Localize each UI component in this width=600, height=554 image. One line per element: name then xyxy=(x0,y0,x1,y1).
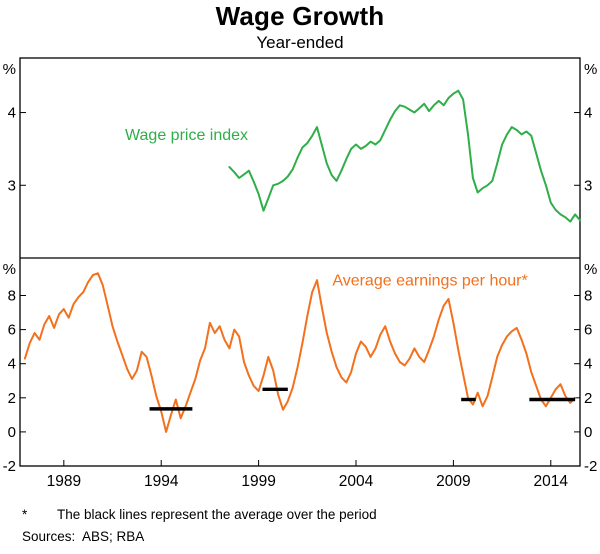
y-tick-label: 8 xyxy=(584,288,592,305)
series-line-aeph xyxy=(23,272,577,433)
plot-border xyxy=(19,57,581,467)
chart-footnote: * The black lines represent the average … xyxy=(0,507,600,525)
footnote-text: The black lines represent the average ov… xyxy=(57,507,377,522)
x-tick-label: 2004 xyxy=(339,473,374,490)
y-tick-label: 4 xyxy=(8,105,16,122)
chart-subtitle: Year-ended xyxy=(256,33,344,52)
x-tick-label: 2014 xyxy=(534,473,569,490)
y-tick-label: 2 xyxy=(8,390,16,407)
y-tick-label: 3 xyxy=(8,177,16,194)
y-axis-unit-label: % xyxy=(3,261,16,278)
x-tick-label: 1994 xyxy=(144,473,179,490)
chart-sources: Sources: ABS; RBA xyxy=(22,529,145,544)
x-tick-label: 1999 xyxy=(241,473,275,490)
series-label-aeph: Average earnings per hour* xyxy=(332,272,527,289)
x-tick-label: 2009 xyxy=(436,473,470,490)
y-tick-label: 0 xyxy=(584,424,592,441)
y-axis-unit-label: % xyxy=(3,61,16,78)
chart-title: Wage Growth xyxy=(215,1,385,31)
y-tick-label: 0 xyxy=(8,424,16,441)
y-tick-label: -2 xyxy=(584,458,597,475)
chart-plot-area: % % 3 3 4 4% % -2 -2 0 0 2 2 4 4 6 6 8 8 1989 1994 1999 2004 20… xyxy=(3,57,597,490)
y-tick-label: 8 xyxy=(8,288,16,305)
x-tick-label: 1989 xyxy=(47,473,81,490)
series-label-wpi: Wage price index xyxy=(125,127,248,144)
y-tick-label: 4 xyxy=(8,356,16,373)
series-line-wpi xyxy=(228,89,581,223)
y-tick-label: 4 xyxy=(584,105,592,122)
y-tick-label: 6 xyxy=(584,322,592,339)
y-tick-label: -2 xyxy=(3,458,16,475)
y-tick-label: 6 xyxy=(8,322,16,339)
y-axis-unit-label: % xyxy=(584,61,597,78)
y-tick-label: 2 xyxy=(584,390,592,407)
y-tick-label: 4 xyxy=(584,356,592,373)
footnote-marker: * xyxy=(22,507,28,522)
y-tick-label: 3 xyxy=(584,177,592,194)
y-axis-unit-label: % xyxy=(584,261,597,278)
